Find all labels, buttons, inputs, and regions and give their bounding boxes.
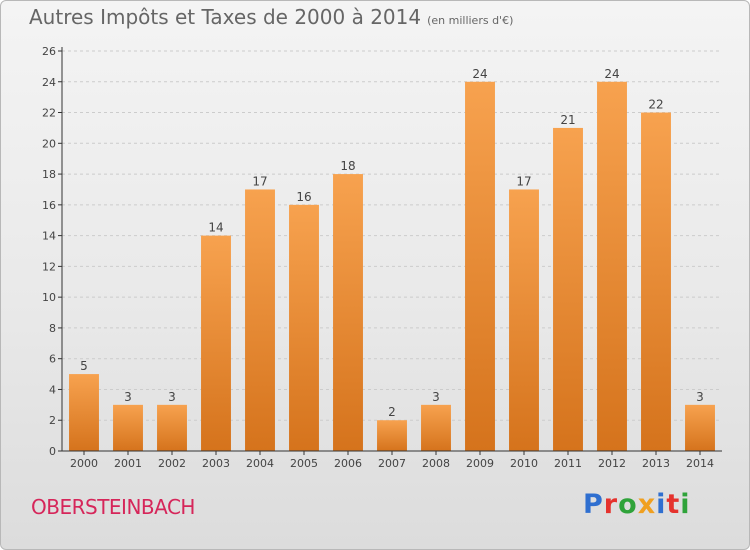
logo-letter: P: [583, 489, 604, 520]
data-label: 24: [472, 67, 487, 81]
data-label: 3: [696, 390, 704, 404]
y-tick-label: 4: [49, 383, 56, 396]
bar: [113, 404, 143, 451]
data-label: 3: [432, 390, 440, 404]
x-tick-label: 2014: [686, 457, 714, 470]
chart-title-block: Autres Impôts et Taxes de 2000 à 2014 (en…: [29, 5, 513, 29]
commune-name: OBERSTEINBACH: [31, 495, 195, 519]
data-label: 14: [208, 221, 223, 235]
data-label: 21: [560, 113, 575, 127]
data-label: 22: [648, 98, 663, 112]
x-tick-label: 2012: [598, 457, 626, 470]
x-tick-label: 2009: [466, 457, 494, 470]
x-tick-label: 2008: [422, 457, 450, 470]
y-tick-label: 26: [42, 45, 56, 58]
data-label: 3: [124, 390, 132, 404]
y-tick-label: 6: [49, 353, 56, 366]
x-tick-label: 2007: [378, 457, 406, 470]
data-label: 2: [388, 405, 396, 419]
unit-note: (en milliers d'€): [427, 14, 514, 27]
data-label: 17: [516, 174, 531, 188]
data-label: 16: [296, 190, 311, 204]
proxiti-logo: Proxiti: [583, 489, 691, 520]
logo-letter: i: [680, 489, 691, 520]
y-tick-label: 0: [49, 445, 56, 458]
logo-letter: o: [618, 489, 638, 520]
bar: [421, 404, 451, 451]
y-tick-label: 14: [42, 230, 56, 243]
x-tick-label: 2001: [114, 457, 142, 470]
y-tick-label: 16: [42, 199, 56, 212]
bar: [333, 174, 363, 452]
bar: [685, 404, 715, 451]
x-tick-label: 2002: [158, 457, 186, 470]
y-tick-label: 18: [42, 168, 56, 181]
logo-letter: i: [656, 489, 667, 520]
bar: [553, 127, 583, 451]
y-tick-label: 22: [42, 107, 56, 120]
x-tick-label: 2000: [70, 457, 98, 470]
y-tick-label: 10: [42, 291, 56, 304]
bar: [289, 204, 319, 451]
bar: [597, 81, 627, 452]
x-tick-label: 2004: [246, 457, 274, 470]
data-label: 24: [604, 67, 619, 81]
bar: [377, 420, 407, 451]
data-label: 3: [168, 390, 176, 404]
x-tick-label: 2011: [554, 457, 582, 470]
logo-letter: r: [603, 489, 619, 520]
data-label: 5: [80, 359, 88, 373]
x-tick-label: 2006: [334, 457, 362, 470]
y-tick-label: 12: [42, 260, 56, 273]
bar: [245, 189, 275, 451]
bar: [641, 112, 671, 452]
bar: [201, 235, 231, 451]
data-label: 17: [252, 174, 267, 188]
x-tick-label: 2010: [510, 457, 538, 470]
x-tick-label: 2003: [202, 457, 230, 470]
y-tick-label: 20: [42, 137, 56, 150]
bar: [157, 404, 187, 451]
x-tick-label: 2005: [290, 457, 318, 470]
bar: [509, 189, 539, 451]
bar: [465, 81, 495, 452]
y-tick-label: 8: [49, 322, 56, 335]
y-tick-label: 24: [42, 76, 56, 89]
data-label: 18: [340, 159, 355, 173]
x-tick-label: 2013: [642, 457, 670, 470]
chart-title: Autres Impôts et Taxes de 2000 à 2014: [29, 5, 422, 29]
logo-letter: t: [666, 489, 681, 520]
logo-letter: x: [637, 489, 657, 520]
bar: [69, 374, 99, 451]
y-tick-label: 2: [49, 414, 56, 427]
